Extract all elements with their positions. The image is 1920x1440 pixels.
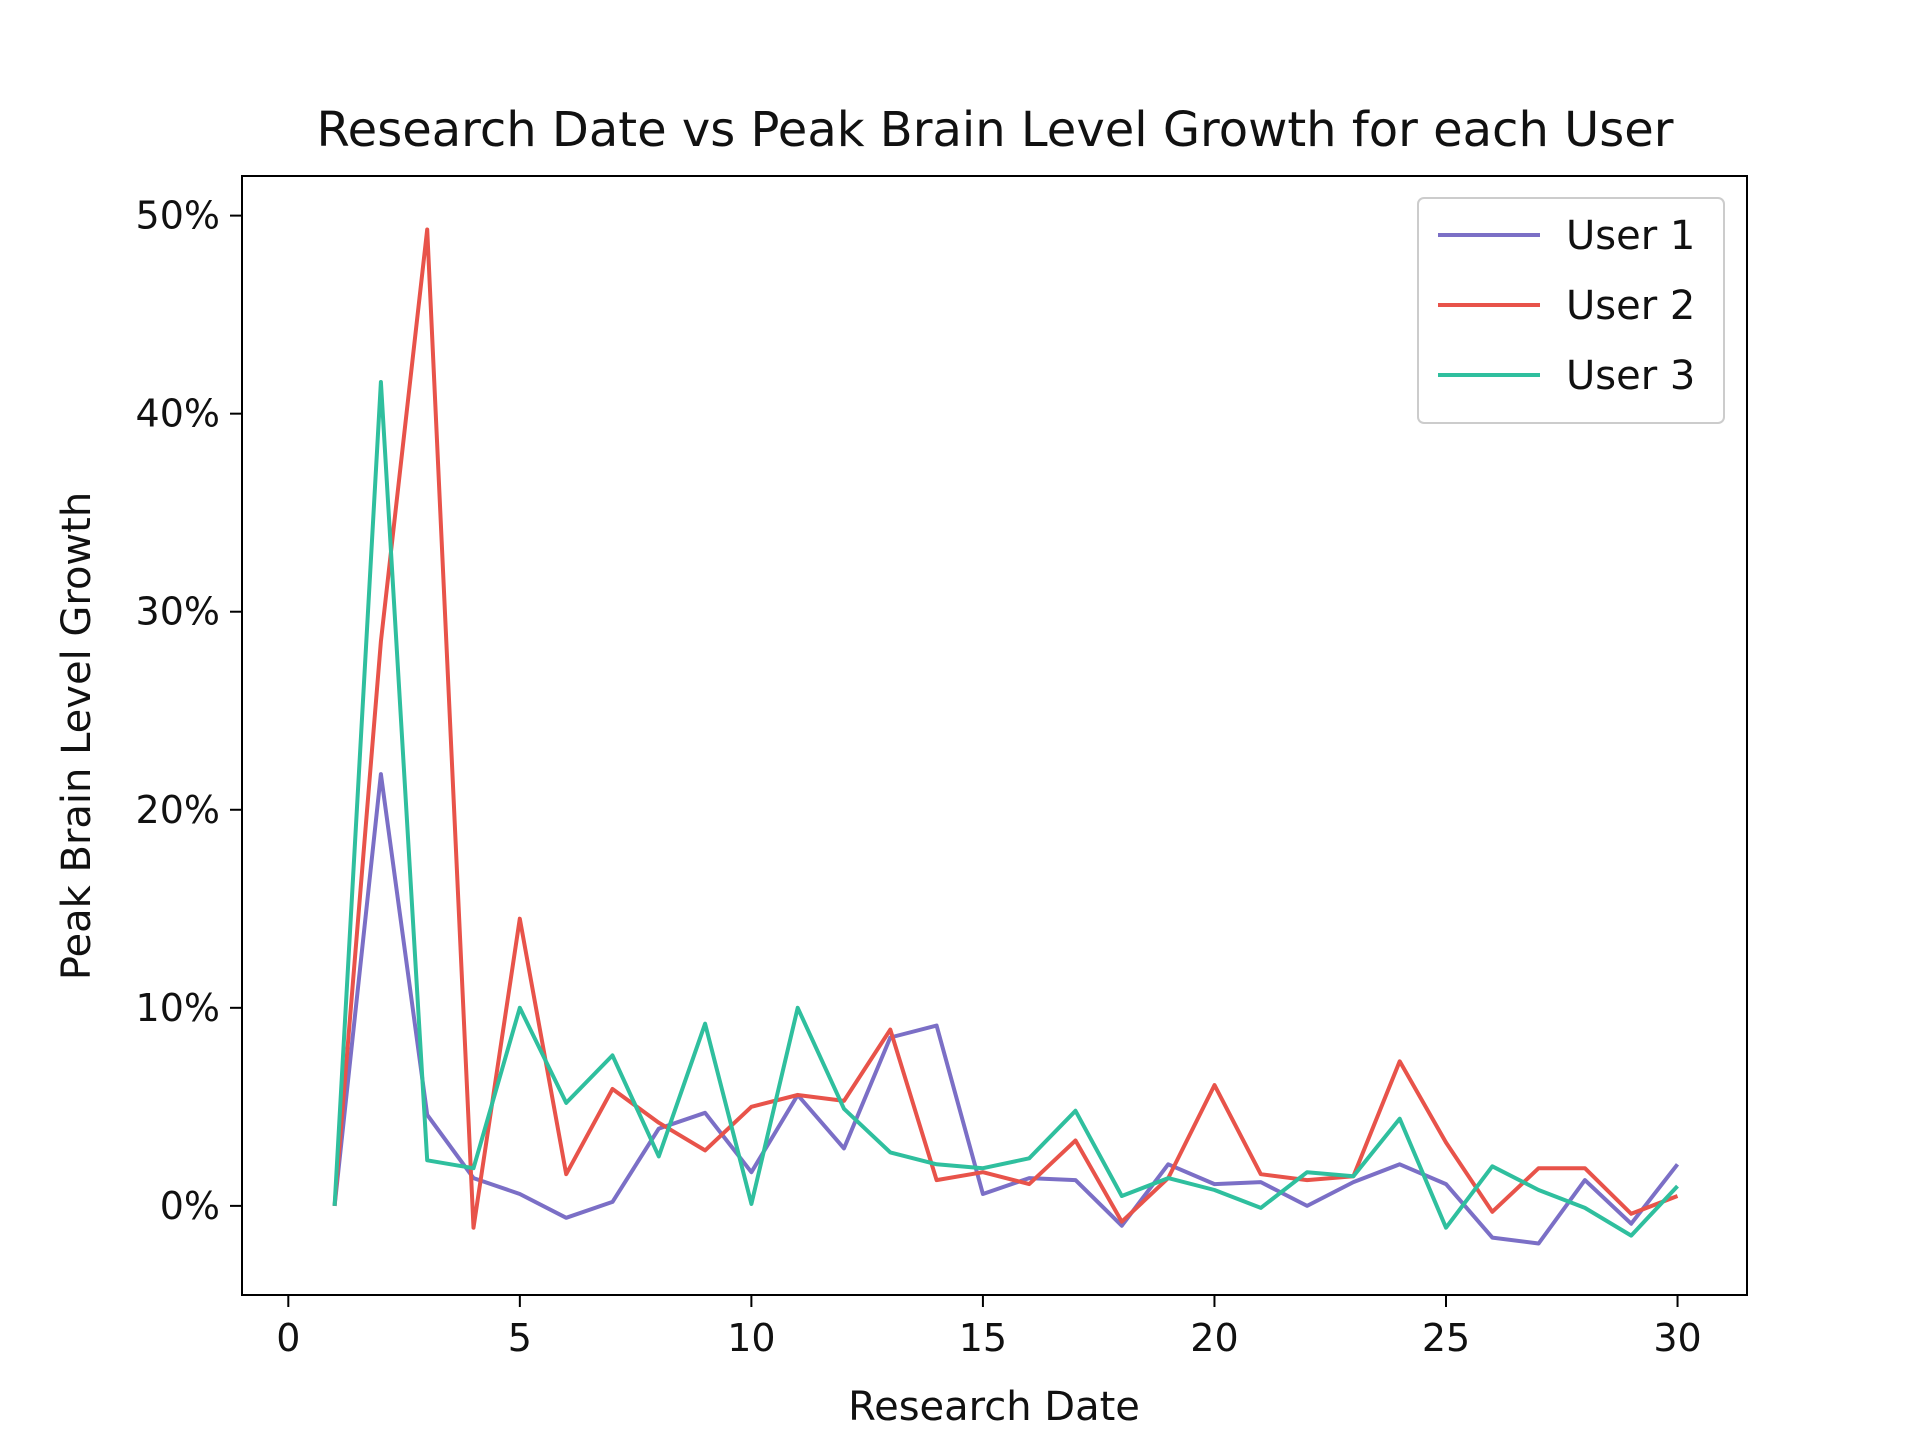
y-tick-label: 30% (136, 590, 220, 634)
chart-title: Research Date vs Peak Brain Level Growth… (316, 102, 1673, 158)
x-tick-label: 0 (276, 1316, 300, 1360)
x-tick-label: 10 (727, 1316, 775, 1360)
y-tick-label: 10% (136, 986, 220, 1030)
x-tick-label: 20 (1190, 1316, 1238, 1360)
legend-label-user-2: User 2 (1566, 283, 1695, 329)
x-axis-label: Research Date (848, 1384, 1140, 1430)
plot-frame (241, 175, 1748, 1296)
x-tick-label: 15 (959, 1316, 1007, 1360)
legend-items: User 1 User 2 User 3 (1438, 213, 1695, 399)
series-line-user-2 (332, 227, 1679, 1230)
y-axis-label: Peak Brain Level Growth (54, 492, 100, 980)
legend-box (1417, 197, 1725, 424)
legend-label-user-1: User 1 (1566, 213, 1695, 259)
x-tick-label: 30 (1653, 1316, 1701, 1360)
y-axis-ticks: 0% 10% 20% 30% 40% 50% (136, 194, 242, 1228)
y-tick-label: 40% (136, 392, 220, 436)
x-tick-label: 25 (1422, 1316, 1470, 1360)
y-tick-label: 0% (160, 1184, 220, 1228)
series-line-user-3 (332, 380, 1679, 1238)
series-line-user-1 (332, 772, 1680, 1246)
y-tick-label: 20% (136, 788, 220, 832)
legend: User 1 User 2 User 3 (1417, 197, 1725, 424)
x-axis-ticks: 0 5 10 15 20 25 30 (276, 1295, 1702, 1360)
x-tick-label: 5 (508, 1316, 532, 1360)
plot-series (332, 227, 1680, 1246)
y-tick-label: 50% (136, 194, 220, 238)
legend-label-user-3: User 3 (1566, 353, 1695, 399)
